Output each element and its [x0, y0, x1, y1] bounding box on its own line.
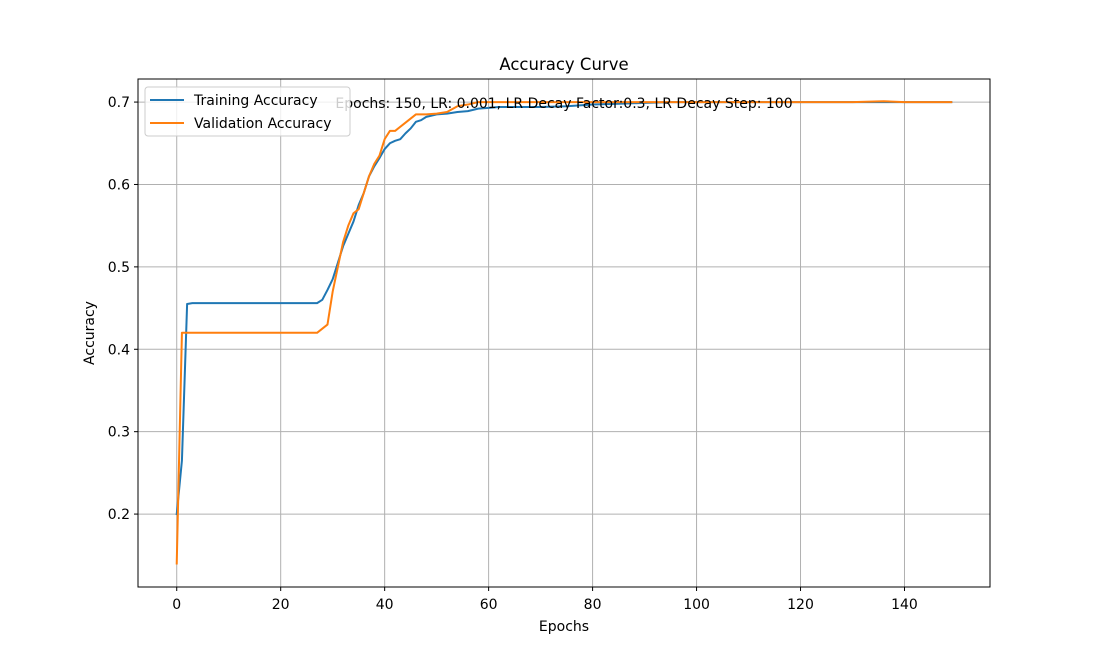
y-tick-label: 0.3 — [108, 425, 130, 441]
plot-frame — [137, 78, 991, 588]
legend-label-training: Training Accuracy — [193, 93, 318, 109]
legend-label-validation: Validation Accuracy — [194, 116, 332, 132]
x-axis-label: Epochs — [539, 619, 589, 635]
x-tick-label: 0 — [172, 597, 181, 613]
x-tick-label: 20 — [272, 597, 290, 613]
y-tick-label: 0.2 — [108, 507, 130, 523]
y-tick-label: 0.5 — [108, 260, 130, 276]
y-tick-label: 0.7 — [108, 95, 130, 111]
chart-title: Accuracy Curve — [499, 55, 628, 74]
x-tick-label: 40 — [376, 597, 394, 613]
x-tick-label: 140 — [891, 597, 918, 613]
x-tick-label: 120 — [787, 597, 814, 613]
legend: Training Accuracy Validation Accuracy — [144, 86, 351, 137]
x-tick-label: 80 — [584, 597, 602, 613]
y-axis-label: Accuracy — [82, 301, 98, 365]
x-axis-ticks: 0 20 40 60 80 100 120 140 — [172, 587, 918, 613]
x-tick-label: 100 — [683, 597, 710, 613]
series-line-training — [175, 101, 953, 516]
y-axis-ticks: 0.2 0.3 0.4 0.5 0.6 0.7 — [108, 95, 138, 523]
x-tick-label: 60 — [480, 597, 498, 613]
series-layer — [175, 100, 953, 565]
y-tick-label: 0.6 — [108, 177, 130, 193]
chart-annotation: Epochs: 150, LR: 0.001, LR Decay Factor:… — [335, 96, 792, 112]
legend-box — [144, 86, 351, 137]
series-line-validation — [175, 100, 953, 565]
y-tick-label: 0.4 — [108, 342, 130, 358]
